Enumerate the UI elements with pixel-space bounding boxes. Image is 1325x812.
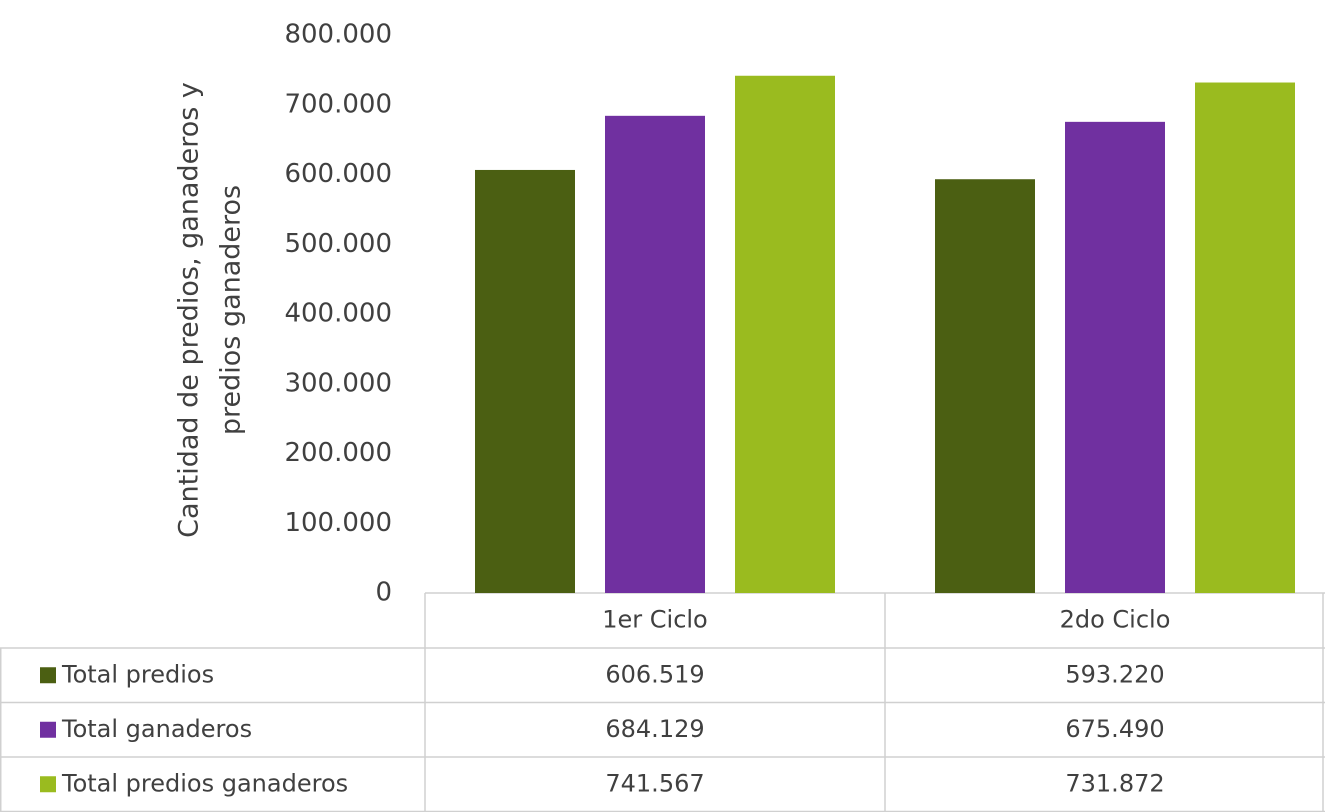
bar (1065, 121, 1165, 593)
legend-label: Total predios (61, 660, 214, 688)
legend-swatch (40, 721, 56, 738)
x-tick-label: 1er Ciclo (602, 606, 708, 634)
table-value: 675.490 (1065, 715, 1164, 743)
bar (735, 75, 835, 593)
legend-swatch (40, 776, 56, 793)
table-value: 731.872 (1065, 769, 1164, 797)
table-value: 684.129 (605, 715, 704, 743)
bar (475, 169, 575, 593)
legend-label: Total ganaderos (61, 715, 252, 743)
y-tick-label: 0 (375, 578, 392, 608)
bar (1195, 82, 1295, 593)
table-value: 741.567 (605, 769, 704, 797)
y-tick-label: 200.000 (284, 438, 392, 468)
x-tick-label: 2do Ciclo (1060, 606, 1171, 634)
y-tick-label: 600.000 (284, 159, 392, 189)
y-tick-label: 100.000 (284, 508, 392, 538)
y-tick-label: 800.000 (284, 20, 392, 50)
y-axis-title: Cantidad de predios, ganaderos y (174, 82, 205, 538)
y-tick-label: 500.000 (284, 229, 392, 259)
bar (605, 115, 705, 594)
y-tick-label: 300.000 (284, 368, 392, 398)
bar (935, 179, 1035, 593)
y-axis-title: predios ganaderos (216, 185, 247, 435)
legend-swatch (40, 667, 56, 684)
y-tick-label: 400.000 (284, 299, 392, 329)
y-tick-label: 700.000 (284, 89, 392, 119)
table-value: 593.220 (1065, 660, 1164, 688)
legend-label: Total predios ganaderos (61, 769, 348, 797)
table-value: 606.519 (605, 660, 704, 688)
